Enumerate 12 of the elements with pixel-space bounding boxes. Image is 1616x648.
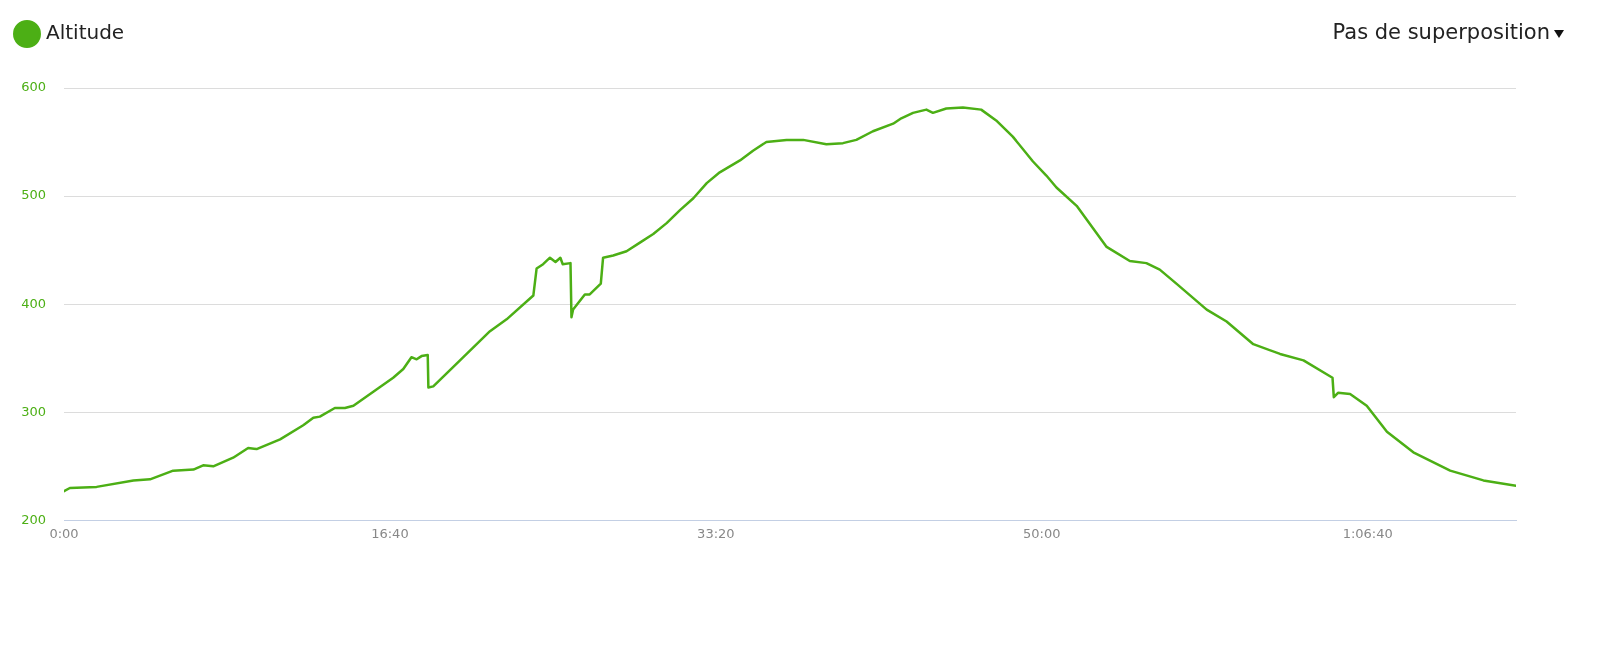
- y-tick-label: 500: [21, 187, 46, 203]
- legend-label: Altitude: [46, 20, 125, 45]
- x-tick-label: 16:40: [371, 525, 409, 541]
- y-tick-label: 600: [21, 79, 46, 95]
- y-tick-label: 200: [21, 511, 46, 527]
- y-tick-label: 300: [21, 403, 46, 419]
- text: Pas de superposition: [1332, 20, 1550, 44]
- x-tick-label: 50:00: [1023, 525, 1061, 541]
- y-tick-label: 400: [21, 295, 46, 311]
- x-tick-label: 0:00: [49, 525, 79, 541]
- x-tick-label: 33:20: [697, 525, 735, 541]
- x-tick-label: 1:06:40: [1342, 525, 1393, 541]
